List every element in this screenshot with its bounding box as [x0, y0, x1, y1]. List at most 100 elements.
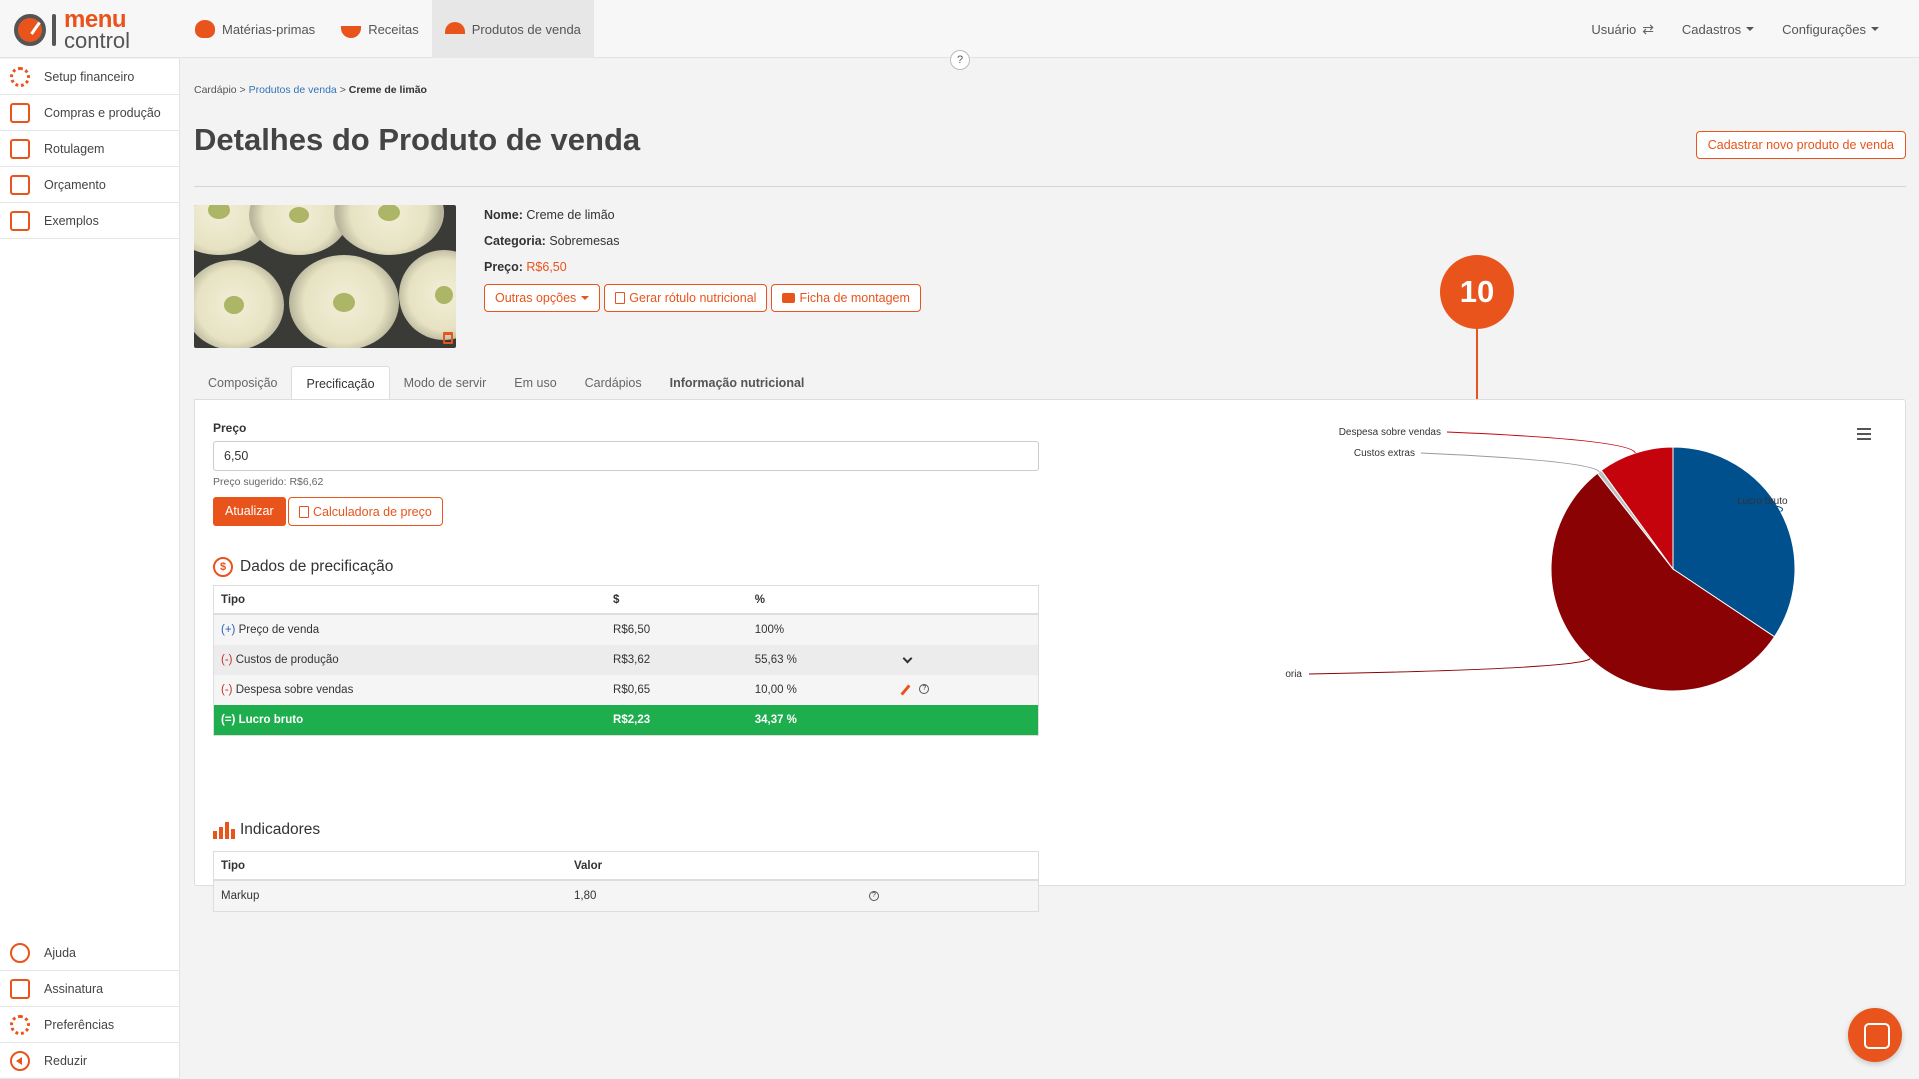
chart-menu-icon[interactable] — [1857, 428, 1871, 440]
configuracoes-label: Configurações — [1782, 21, 1866, 37]
sidebar-item-label: Setup financeiro — [44, 69, 135, 84]
row-actions — [902, 653, 1038, 663]
new-product-button[interactable]: Cadastrar novo produto de venda — [1695, 131, 1906, 159]
indicadores-table: Tipo Valor Markup 1,80 ? — [213, 851, 1039, 912]
pie-slice-custo-de-mercadoria[interactable] — [1550, 472, 1776, 692]
chat-button[interactable] — [1848, 1008, 1902, 1062]
cup-shape — [399, 250, 456, 340]
dados-table: Tipo $ % (+) Preço de venda R$6,50 100% … — [213, 585, 1039, 736]
sidebar-item-label: Exemplos — [44, 213, 99, 228]
help-question-button[interactable]: ? — [950, 50, 970, 70]
gerar-rotulo-button[interactable]: Gerar rótulo nutricional — [604, 284, 768, 312]
sidebar-item-label: Ajuda — [44, 945, 76, 960]
nav-label: Produtos de venda — [471, 21, 581, 37]
update-button[interactable]: Atualizar — [213, 497, 286, 526]
swap-icon: ⇄ — [1642, 20, 1654, 37]
col-tipo: Tipo — [221, 593, 246, 606]
table-row: (-) Custos de produção R$3,62 55,63 % — [214, 645, 1038, 675]
cadastros-label: Cadastros — [1681, 21, 1742, 37]
product-category-row: Categoria: Sobremesas — [484, 232, 620, 258]
cup-shape — [194, 260, 284, 348]
section-title-text: Dados de precificação — [240, 558, 394, 575]
cadastros-dropdown[interactable]: Cadastros — [1668, 0, 1768, 58]
bar-shape — [213, 831, 217, 839]
sign: (-) — [221, 684, 233, 696]
sidebar-item-assinatura[interactable]: Assinatura — [0, 971, 180, 1007]
pie-label: Despesa sobre vendas — [1339, 427, 1441, 438]
help-icon[interactable]: ? — [869, 891, 879, 901]
print-icon — [782, 293, 796, 303]
row-label: (=) Lucro bruto — [214, 714, 613, 726]
indicadores-section-title: Indicadores — [213, 821, 320, 839]
sidebar-item-preferencias[interactable]: Preferências — [0, 1007, 180, 1043]
sidebar-item-setup-financeiro[interactable]: Setup financeiro — [0, 59, 179, 95]
pie-connector — [1420, 452, 1600, 473]
table-header: Tipo $ % — [214, 586, 1038, 615]
tab-modo-de-servir[interactable]: Modo de servir — [403, 376, 487, 390]
button-label: Ficha de montagem — [799, 291, 910, 305]
chevron-down-icon[interactable] — [902, 653, 913, 663]
tab-composicao[interactable]: Composição — [208, 376, 278, 390]
tab-informacao-nutricional[interactable]: Informação nutricional — [669, 376, 805, 390]
row-value: R$3,62 — [613, 654, 651, 666]
breadcrumb-sep: > — [239, 84, 246, 96]
sidebar-bottom: Ajuda Assinatura Preferências Reduzir — [0, 935, 180, 1079]
nav-receitas[interactable]: Receitas — [328, 0, 432, 58]
preco-value: R$6,50 — [526, 260, 567, 274]
help-icon[interactable]: ? — [919, 684, 930, 694]
outras-opcoes-button[interactable]: Outras opções — [484, 284, 601, 312]
tab-precificacao[interactable]: Precificação — [291, 366, 390, 400]
page-title: Detalhes do Produto de venda — [194, 122, 641, 157]
label-icon — [10, 138, 30, 159]
sign: (+) — [221, 624, 236, 636]
budget-icon — [10, 174, 30, 195]
divider — [194, 186, 1906, 187]
row-pct: 55,63 % — [754, 654, 797, 666]
callout-line — [1476, 328, 1478, 446]
tab-cardapios[interactable]: Cardápios — [584, 376, 642, 390]
help-icon — [10, 942, 30, 963]
row-label: (+) Preço de venda — [214, 624, 613, 636]
sidebar-item-reduzir[interactable]: Reduzir — [0, 1043, 180, 1079]
sidebar-item-label: Compras e produção — [44, 105, 161, 120]
cup-shape — [334, 205, 444, 255]
row-value: R$6,50 — [613, 624, 651, 636]
cup-shape — [289, 255, 399, 348]
price-calculator-button[interactable]: Calculadora de preço — [288, 497, 443, 526]
breadcrumb-sep: > — [339, 84, 346, 96]
caret-down-icon — [1746, 27, 1755, 31]
sidebar-item-rotulagem[interactable]: Rotulagem — [0, 131, 179, 167]
product-image — [194, 205, 456, 348]
sidebar-item-orcamento[interactable]: Orçamento — [0, 167, 179, 203]
ficha-montagem-button[interactable]: Ficha de montagem — [771, 284, 921, 312]
row-value: 1,80 — [574, 890, 597, 902]
sidebar-item-compras-producao[interactable]: Compras e produção — [0, 95, 179, 131]
col-valor: $ — [613, 593, 620, 606]
configuracoes-dropdown[interactable]: Configurações — [1768, 0, 1919, 58]
breadcrumb-link-produtos[interactable]: Produtos de venda — [248, 84, 337, 96]
nav-label: Matérias-primas — [222, 21, 316, 37]
tab-em-uso[interactable]: Em uso — [514, 376, 557, 390]
row-text: Despesa sobre vendas — [235, 684, 354, 696]
menu-control-logo[interactable]: menu control — [12, 8, 172, 52]
col-tipo: Tipo — [221, 859, 246, 872]
pie-slice-despesa-sobre-vendas[interactable] — [1600, 446, 1674, 571]
price-input[interactable]: 6,50 — [213, 441, 1039, 471]
examples-icon — [10, 210, 30, 231]
row-value: R$2,23 — [613, 714, 651, 726]
sidebar-item-ajuda[interactable]: Ajuda — [0, 935, 180, 971]
nav-materias-primas[interactable]: Matérias-primas — [182, 0, 328, 58]
cloche-icon — [444, 22, 465, 34]
gear-icon — [10, 1014, 30, 1035]
breadcrumb-root: Cardápio — [194, 84, 237, 96]
trash-icon[interactable] — [443, 332, 453, 344]
row-value: R$0,65 — [613, 684, 651, 696]
price-label: Preço — [213, 421, 247, 435]
sidebar-item-exemplos[interactable]: Exemplos — [0, 203, 179, 239]
pie-label: Custo de mercadoria — [1285, 669, 1302, 680]
row-text: Preço de venda — [238, 624, 320, 636]
pie-connector — [1446, 431, 1636, 454]
sidebar-item-label: Reduzir — [44, 1053, 88, 1068]
nav-produtos-de-venda[interactable]: Produtos de venda — [431, 0, 594, 58]
user-menu[interactable]: Usuário ⇄ — [1577, 0, 1668, 58]
